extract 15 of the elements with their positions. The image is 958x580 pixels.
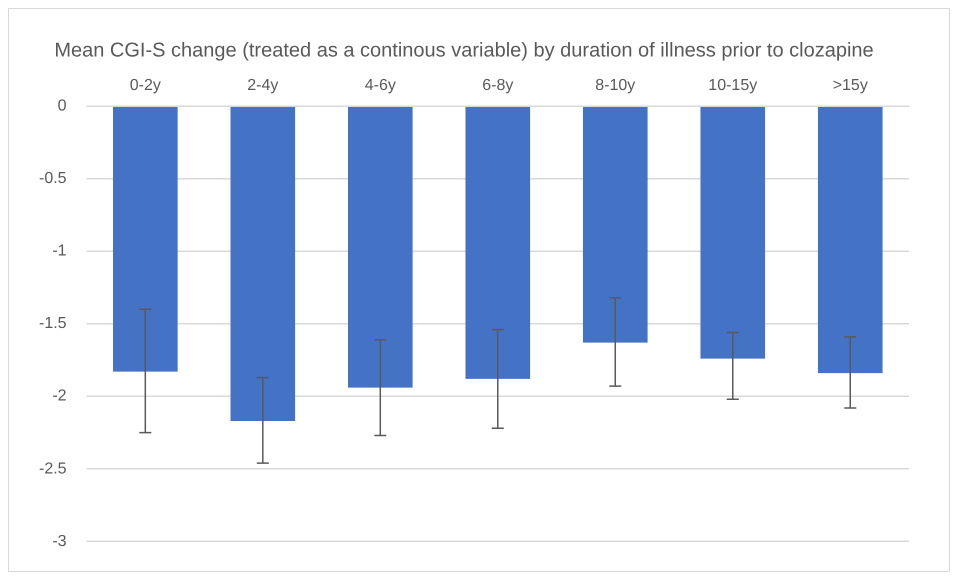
x-tick-label: 10-15y bbox=[708, 77, 758, 94]
y-tick-label: 0 bbox=[58, 98, 67, 115]
y-tick-label: -0.5 bbox=[38, 170, 67, 188]
x-tick-label: 6-8y bbox=[482, 77, 514, 94]
x-tick-label: >15y bbox=[832, 77, 868, 94]
chart-title: Mean CGI-S change (treated as a continous variable) by duration of illness prior to clozapine bbox=[54, 40, 874, 62]
x-tick-label: 8-10y bbox=[595, 77, 636, 94]
y-tick-label: -3 bbox=[52, 532, 67, 550]
y-tick-label: -2 bbox=[52, 388, 67, 405]
y-tick-label: -1.5 bbox=[38, 315, 67, 332]
x-tick-label: 2-4y bbox=[247, 77, 278, 94]
x-tick-label: 0-2y bbox=[130, 77, 161, 94]
x-tick-label: 4-6y bbox=[364, 77, 396, 94]
y-tick-label: -1 bbox=[52, 242, 67, 260]
y-tick-label: -2.5 bbox=[38, 460, 67, 478]
